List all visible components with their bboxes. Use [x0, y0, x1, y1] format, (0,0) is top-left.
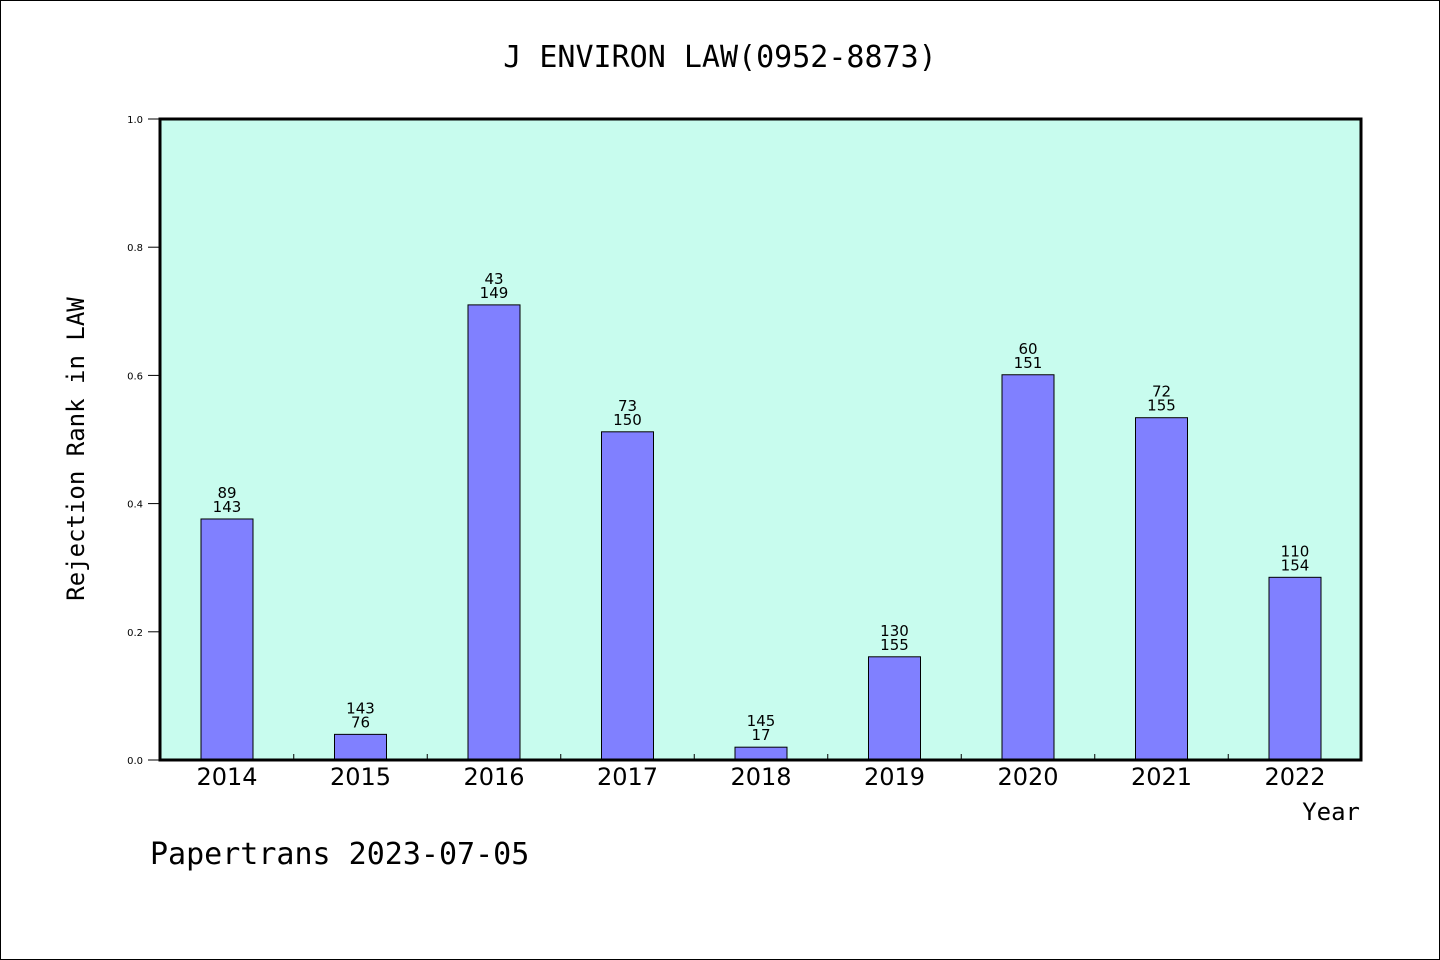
bar-labels-layer: 8914314376431497315014517130155601517215…: [213, 270, 1310, 744]
y-tick-label: 0.2: [127, 628, 143, 639]
bar-label-lower-2018: 17: [751, 726, 770, 744]
bar-label-upper-2022: 110: [1281, 542, 1310, 560]
bar-label-upper-2014: 89: [217, 484, 236, 502]
x-tick-label-2019: 2019: [864, 763, 925, 791]
bar-2019: [868, 656, 921, 761]
x-tick-label-2020: 2020: [997, 763, 1058, 791]
bar-label-lower-2017: 150: [613, 411, 642, 429]
x-tick-label-2017: 2017: [597, 763, 658, 791]
chart-title: J ENVIRON LAW(0952-8873): [503, 40, 936, 75]
x-tick-label-2016: 2016: [463, 763, 524, 791]
bar-2016: [467, 304, 521, 761]
y-axis-label: Rejection Rank in LAW: [62, 297, 90, 601]
bar-2021: [1135, 417, 1188, 761]
bar-label-upper-2016: 43: [484, 270, 503, 288]
bar-label-lower-2021: 155: [1147, 397, 1176, 415]
y-tick-label: 0.6: [127, 371, 143, 382]
bar-label-upper-2018: 145: [747, 712, 776, 730]
x-axis: 2014 2015 2016 2017 2018 2019 2020 2021 2022: [196, 754, 1326, 791]
x-tick-label-2015: 2015: [330, 763, 391, 791]
bar-label-lower-2020: 151: [1014, 354, 1043, 372]
y-tick-label: 0.0: [127, 756, 143, 767]
y-axis: 0.0 0.2 0.4 0.6 0.8 1.0: [127, 115, 160, 767]
x-tick-label-2021: 2021: [1131, 763, 1192, 791]
bar-2017: [601, 431, 654, 761]
y-tick-label: 1.0: [127, 115, 143, 126]
bar-2018: [734, 746, 788, 761]
y-tick-label: 0.4: [127, 500, 143, 511]
bar-label-upper-2017: 73: [618, 397, 637, 415]
bar-label-lower-2022: 154: [1281, 556, 1310, 574]
bar-label-lower-2016: 149: [480, 284, 509, 302]
x-tick-label-2014: 2014: [196, 763, 257, 791]
bar-label-upper-2019: 130: [880, 622, 909, 640]
x-tick-label-2022: 2022: [1264, 763, 1325, 791]
footer-credit: Papertrans 2023-07-05: [150, 837, 529, 872]
bar-2015: [334, 733, 387, 761]
plot-border: [158, 117, 1363, 762]
bar-label-lower-2014: 143: [213, 498, 242, 516]
x-axis-label: Year: [1302, 798, 1360, 826]
bar-label-lower-2015: 76: [351, 713, 370, 731]
bar-label-upper-2021: 72: [1152, 383, 1171, 401]
x-tick-label-2018: 2018: [730, 763, 791, 791]
bar-label-upper-2015: 143: [346, 699, 375, 717]
bar-label-lower-2019: 155: [880, 636, 909, 654]
bar-label-upper-2020: 60: [1018, 340, 1037, 358]
bar-2022: [1268, 576, 1322, 761]
bar-2020: [1001, 374, 1055, 761]
bar-2014: [200, 518, 254, 761]
bars-layer: [200, 304, 1322, 761]
y-tick-label: 0.8: [127, 243, 143, 254]
